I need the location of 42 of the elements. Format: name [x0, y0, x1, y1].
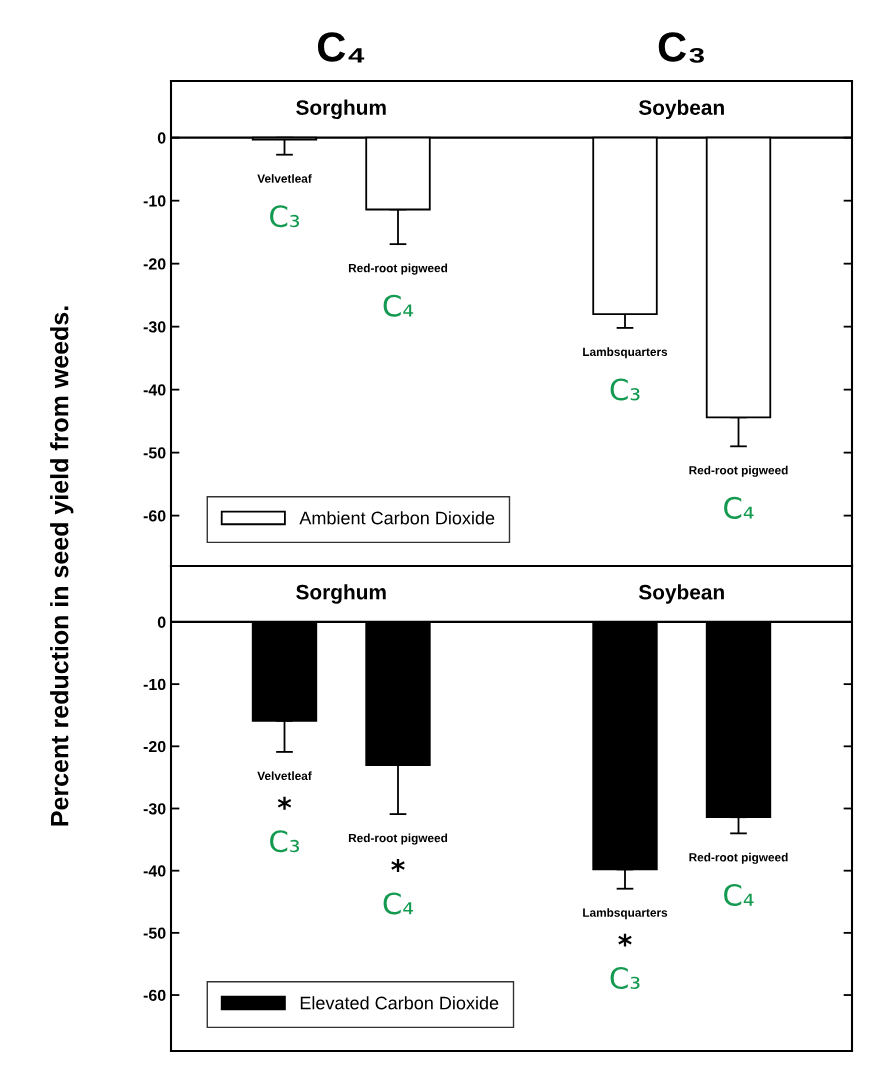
legend-label: Ambient Carbon Dioxide [299, 511, 495, 525]
y-tick-label: 0 [157, 616, 166, 628]
y-tick-label: -40 [143, 865, 166, 877]
y-tick-label: -50 [143, 447, 166, 459]
x-tick-label: Red-root pigweed [348, 833, 448, 845]
annotation: Soybean [638, 584, 724, 604]
annotation: C₃ [270, 205, 300, 228]
annotation: Soybean [638, 99, 724, 120]
y-tick-label: -60 [143, 989, 166, 1001]
x-tick-label: Velvetleaf [257, 771, 312, 781]
annotation: Sorghum [296, 99, 386, 120]
x-tick-label: Lambsquarters [583, 347, 668, 359]
x-tick-label: Red-root pigweed [348, 263, 448, 275]
y-tick-label: -60 [143, 510, 166, 522]
y-axis-title: Percent reduction in seed yield from weeds. [50, 306, 74, 826]
y-tick-label: -20 [143, 258, 166, 270]
annotation: * [391, 859, 405, 872]
x-tick-label: Velvetleaf [257, 174, 312, 183]
y-tick-label: -30 [143, 803, 166, 815]
y-tick-label: -20 [143, 740, 166, 753]
y-tick-label: -10 [143, 195, 166, 207]
annotation: C₄ [383, 294, 414, 317]
y-tick-label: -40 [143, 384, 166, 396]
annotation: * [618, 933, 632, 947]
annotation: * [277, 796, 292, 810]
annotation: C₃ [610, 378, 640, 401]
x-tick-label: Red-root pigweed [689, 852, 788, 864]
annotation: C₄ [724, 883, 754, 906]
annotation: C₄ [724, 496, 754, 519]
legend-label: Elevated Carbon Dioxide [300, 996, 499, 1010]
y-tick-label: -10 [143, 678, 166, 691]
y-tick-label: 0 [157, 132, 166, 144]
annotation: C₄ [383, 892, 414, 915]
annotation: Sorghum [296, 584, 386, 604]
annotation: C₃ [610, 967, 640, 990]
y-tick-label: -30 [143, 321, 166, 333]
annotation: C₃ [270, 830, 300, 853]
text: C₃ [658, 32, 704, 63]
y-tick-label: -50 [143, 927, 166, 939]
x-tick-label: Lambsquarters [583, 908, 668, 920]
x-tick-label: Red-root pigweed [689, 465, 788, 477]
text: C₄ [317, 32, 365, 63]
